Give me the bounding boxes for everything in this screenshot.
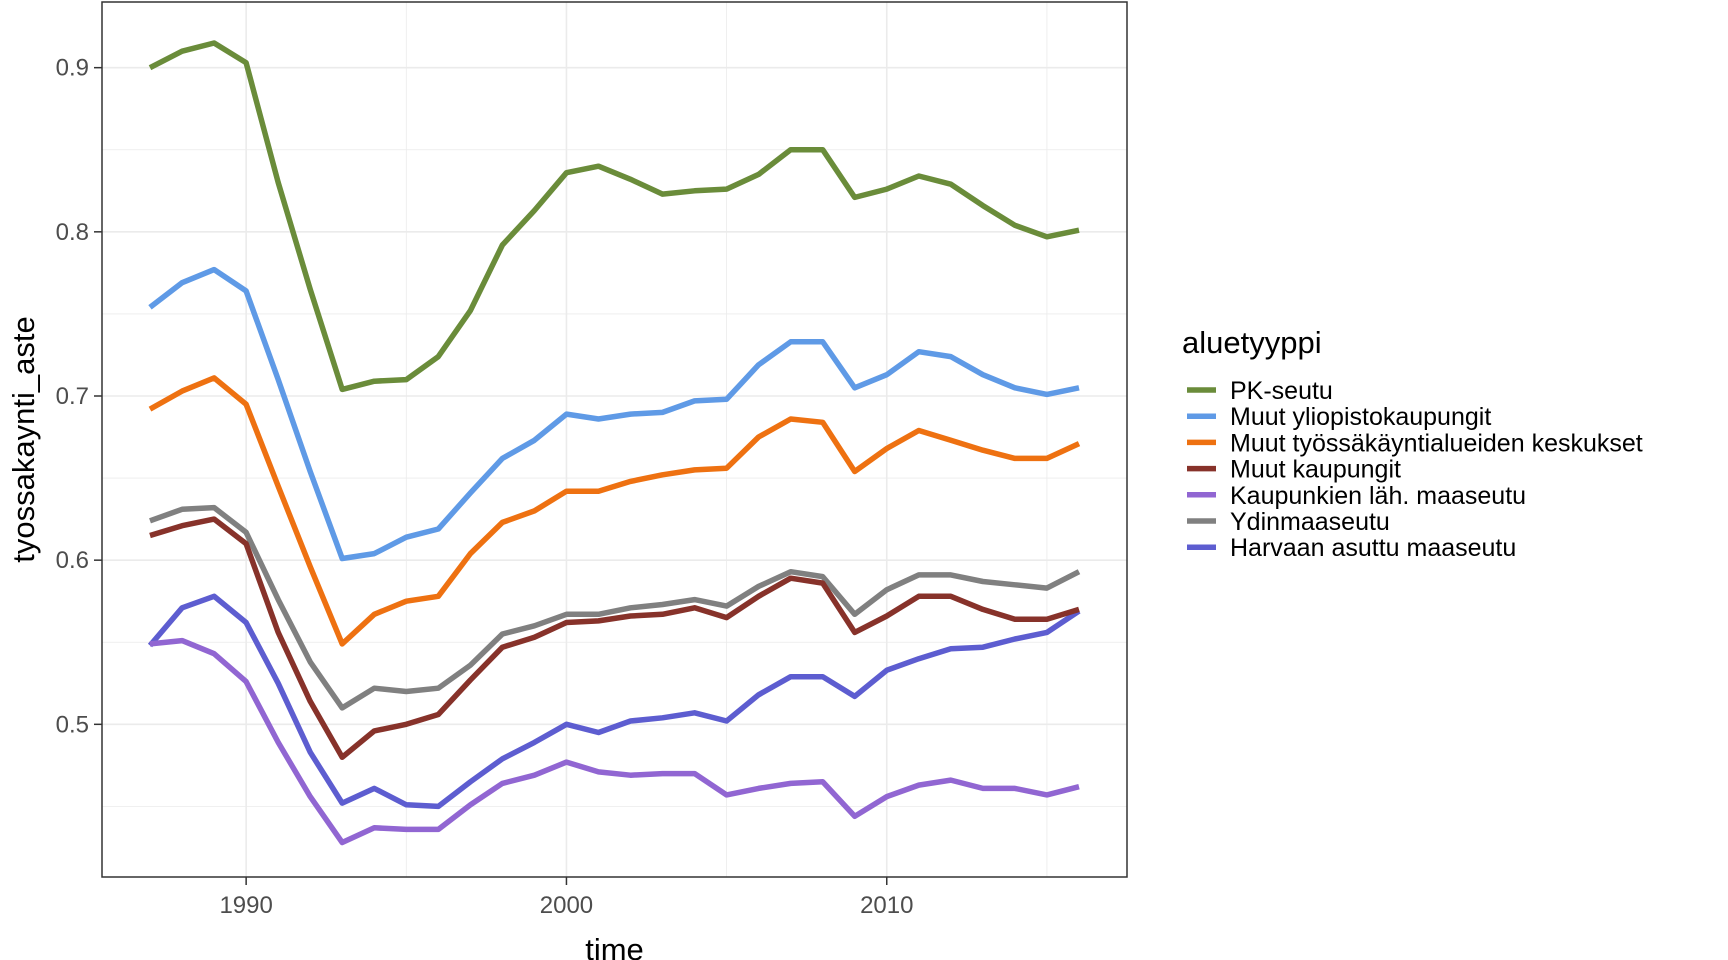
x-tick-label: 2000 (540, 892, 593, 919)
legend-label: Harvaan asuttu maaseutu (1230, 534, 1516, 562)
panel-background (102, 2, 1127, 877)
series-line-muut-kaupungit (149, 516, 1080, 760)
series-line-muut-yliopistokaupungit (148, 266, 1080, 562)
series-line-kaupunkien-l-h-maaseutu (149, 637, 1080, 846)
y-tick-label: 0.8 (56, 219, 89, 246)
x-tick-label: 2010 (860, 892, 913, 919)
x-axis-ticks (245, 877, 888, 885)
y-tick-label: 0.7 (56, 383, 89, 410)
y-tick-label: 0.5 (56, 711, 89, 738)
legend-label: Muut työssäkäyntialueiden keskukset (1230, 429, 1643, 457)
x-tick-label: 1990 (219, 892, 272, 919)
y-tick-label: 0.9 (56, 55, 89, 82)
panel-border (101, 1, 1128, 878)
legend-label: Kaupunkien läh. maaseutu (1230, 482, 1526, 510)
legend-label: Muut yliopistokaupungit (1230, 403, 1491, 431)
major-gridlines-x (245, 2, 888, 877)
y-tick-label: 0.6 (56, 547, 89, 574)
legend-label: PK-seutu (1230, 377, 1333, 405)
series-line-muut-ty-ss-k-yntialueiden-keskukset (148, 375, 1081, 647)
x-axis-title: time (585, 932, 644, 960)
series-line-harvaan-asuttu-maaseutu (147, 593, 1081, 810)
legend-title: aluetyyppi (1182, 325, 1322, 360)
series-line-pk-seutu (148, 40, 1080, 393)
legend-label: Ydinmaaseutu (1230, 508, 1390, 536)
x-axis-tick-labels: 1990 2000 2010 (219, 892, 913, 919)
y-axis-ticks (94, 66, 102, 726)
series-lines (147, 40, 1081, 846)
y-axis-title: tyossakaynti_aste (6, 316, 41, 562)
legend-label: Muut kaupungit (1230, 456, 1401, 484)
minor-gridlines-x (405, 2, 1048, 877)
y-axis-tick-labels: 0.5 0.6 0.7 0.8 0.9 (56, 55, 89, 739)
series-line-ydinmaaseutu (149, 504, 1081, 711)
